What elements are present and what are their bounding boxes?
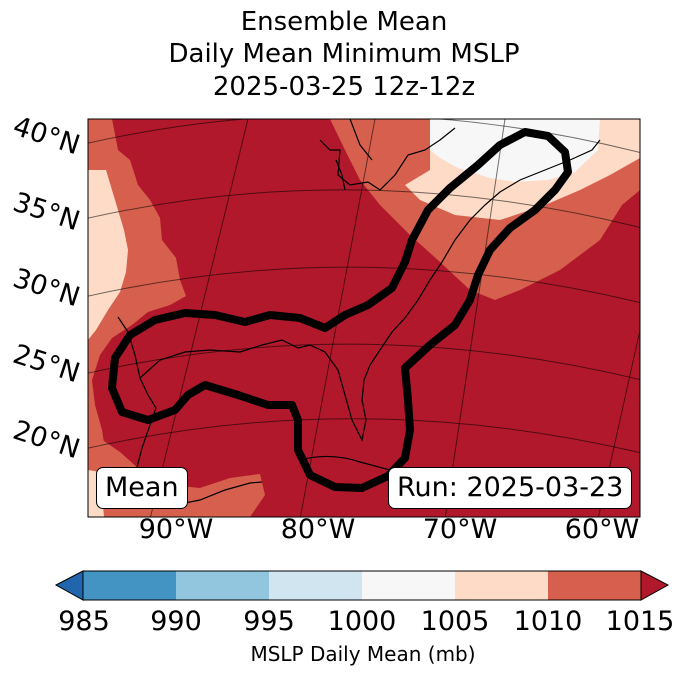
title-line-2: Daily Mean Minimum MSLP: [168, 39, 520, 69]
coastlines: [117, 119, 601, 506]
colorbar-bin-1005-1010: [455, 571, 548, 600]
cbar-tick-1005: 1005: [420, 606, 490, 637]
colorbar-bin-1000-1005: [362, 571, 455, 600]
graticule: [88, 119, 640, 517]
cbar-tick-1015: 1015: [605, 606, 675, 637]
colorbar-bin-995-1000: [269, 571, 362, 600]
field-west-1005: [88, 170, 128, 340]
map-frame: [87, 118, 641, 518]
cbar-tick-1000: 1000: [327, 606, 397, 637]
mean-contour: [108, 128, 572, 492]
lon-label-80w: 80°W: [280, 514, 356, 545]
lon-label-60w: 60°W: [564, 514, 640, 545]
cbar-tick-985: 985: [58, 606, 110, 637]
colorbar-over-arrow: [640, 570, 670, 601]
run-label-box: Run: 2025-03-23: [388, 467, 633, 509]
cbar-tick-990: 990: [150, 606, 202, 637]
lon-label-90w: 90°W: [138, 514, 214, 545]
cbar-tick-995: 995: [243, 606, 295, 637]
title-line-1: Ensemble Mean: [240, 7, 448, 37]
colorbar-bin-985-990: [83, 571, 176, 600]
lon-label-70w: 70°W: [422, 514, 498, 545]
colorbar-bin-990-995: [176, 571, 269, 600]
mean-label-box: Mean: [96, 467, 188, 509]
title-line-3: 2025-03-25 12z-12z: [212, 72, 476, 102]
colorbar-bin-1010-1015: [548, 571, 641, 600]
colorbar-under-arrow: [54, 570, 84, 601]
colorbar-label: MSLP Daily Mean (mb): [250, 642, 476, 666]
cbar-tick-1010: 1010: [513, 606, 583, 637]
